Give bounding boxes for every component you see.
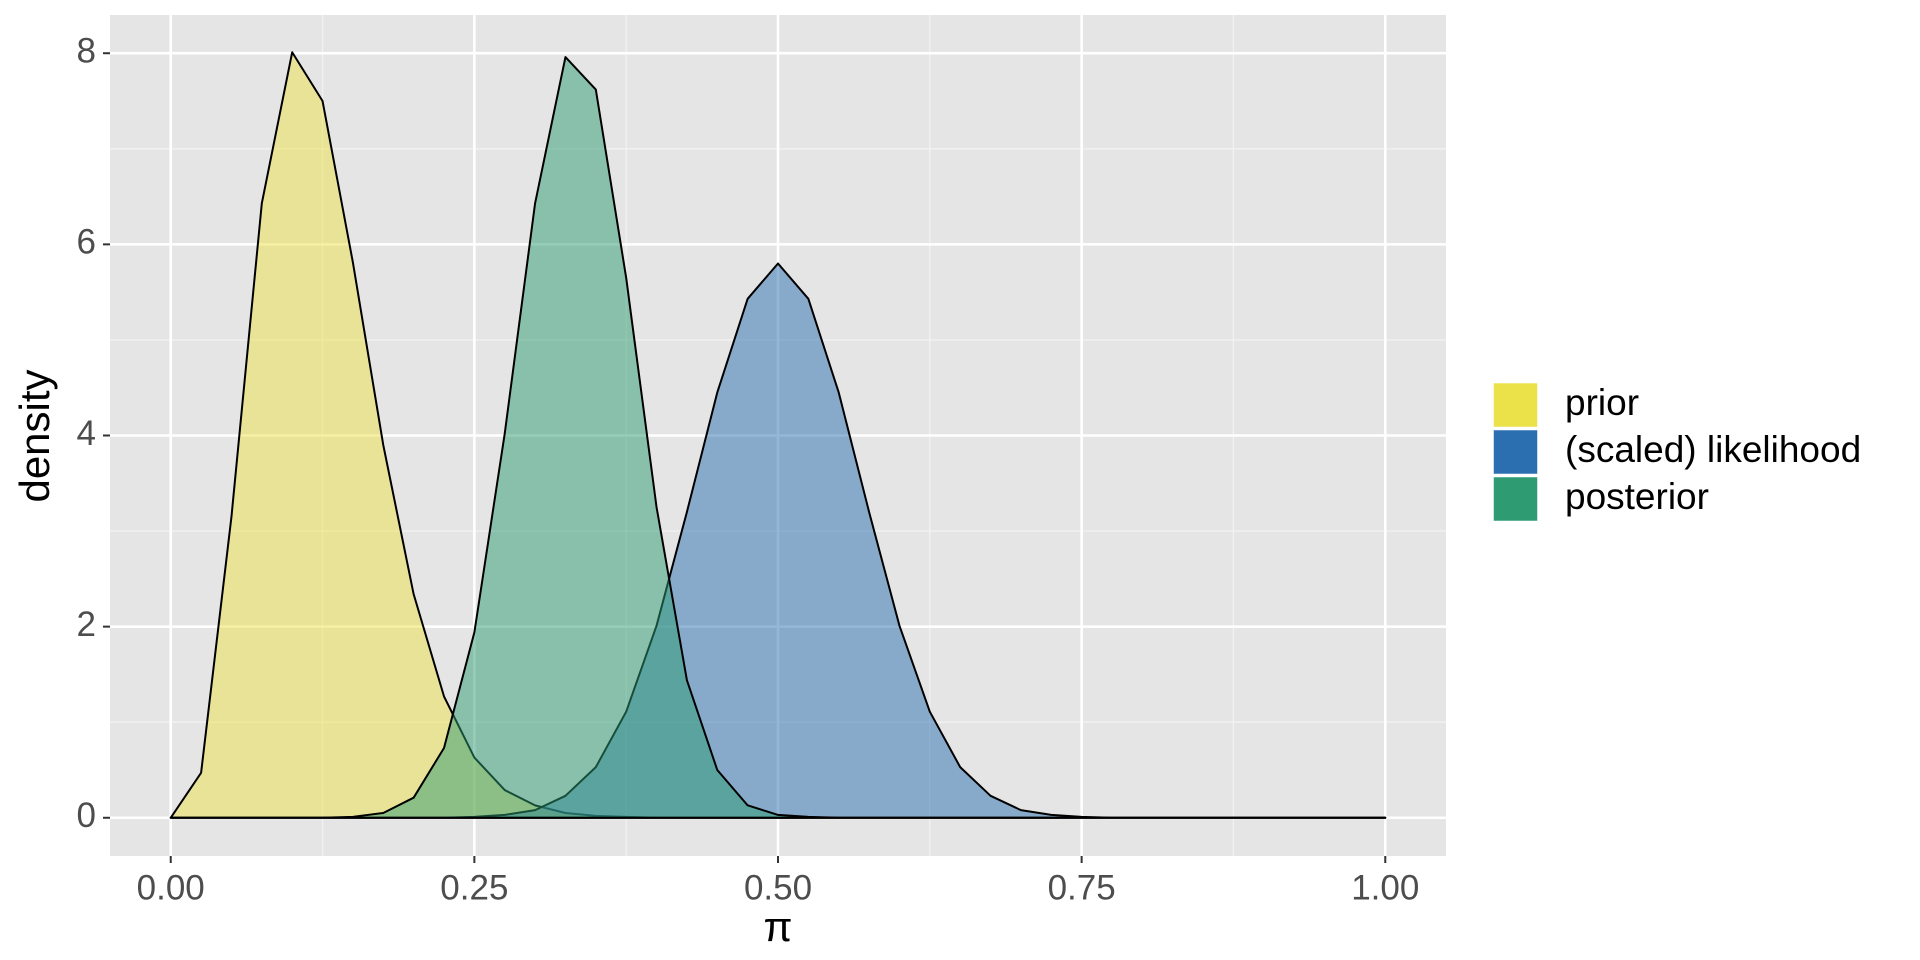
y-tick-label: 6: [77, 223, 96, 262]
x-axis-title: π: [764, 903, 793, 950]
y-tick-label: 2: [77, 605, 96, 644]
legend-key: [1492, 475, 1539, 523]
y-tick-label: 4: [77, 414, 96, 453]
legend-label: prior: [1565, 382, 1639, 423]
x-tick-label: 0.75: [1048, 868, 1116, 907]
y-tick-label: 8: [77, 31, 96, 70]
legend-label: posterior: [1565, 476, 1709, 517]
y-axis-title: density: [11, 369, 58, 502]
y-tick-label: 0: [77, 796, 96, 835]
x-tick-label: 0.50: [744, 868, 812, 907]
x-tick-label: 1.00: [1351, 868, 1419, 907]
legend-key: [1492, 428, 1539, 476]
x-tick-label: 0.25: [440, 868, 508, 907]
legend-key: [1492, 381, 1539, 429]
x-tick-label: 0.00: [137, 868, 205, 907]
density-area: [169, 56, 1387, 819]
legend-label: (scaled) likelihood: [1565, 429, 1861, 470]
